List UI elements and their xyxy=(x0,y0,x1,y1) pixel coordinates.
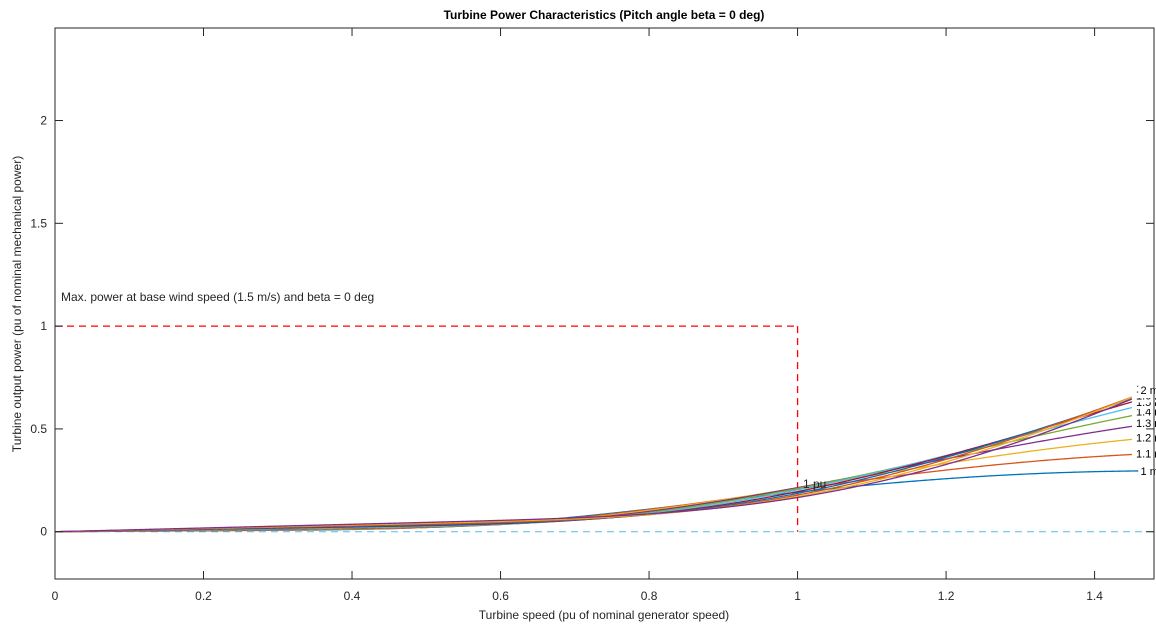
x-tick-label: 0 xyxy=(52,589,59,603)
curve-label-bg xyxy=(1131,447,1156,461)
max-power-annotation: Max. power at base wind speed (1.5 m/s) … xyxy=(61,290,374,304)
y-tick-label: 2 xyxy=(40,114,47,128)
axes-box xyxy=(54,27,1155,580)
y-tick-label: 1.5 xyxy=(30,216,47,230)
plot-area xyxy=(55,28,1154,579)
curve-label: 1.4 m/s xyxy=(1136,406,1156,418)
x-tick-label: 0.2 xyxy=(195,589,212,603)
x-tick-label: 0.4 xyxy=(344,589,361,603)
one-pu-annotation: 1 pu xyxy=(803,477,826,491)
curve-label: 1.3 m/s xyxy=(1136,418,1156,430)
power-curves xyxy=(55,388,1155,533)
curve-label-bg xyxy=(1131,417,1156,431)
chart-title: Turbine Power Characteristics (Pitch ang… xyxy=(444,8,765,22)
curve-labels: 1 m/s1.1 m/s1.2 m/s1.3 m/s1.4 m/s1.5 m/s… xyxy=(1131,382,1156,478)
annotations: Max. power at base wind speed (1.5 m/s) … xyxy=(61,290,826,491)
y-axis-ticks: 0 0.5 1 1.5 2 xyxy=(30,114,1154,539)
curve-label-bg xyxy=(1138,383,1156,397)
x-axis-label: Turbine speed (pu of nominal generator s… xyxy=(479,608,729,622)
curve-label: 1.1 m/s xyxy=(1136,448,1156,460)
x-tick-label: 1 xyxy=(794,589,801,603)
y-tick-label: 0 xyxy=(40,525,47,539)
y-tick-label: 0.5 xyxy=(30,422,47,436)
power-curve xyxy=(55,389,1155,533)
curve-label-bg xyxy=(1131,431,1156,445)
x-axis-ticks: 0 0.2 0.4 0.6 0.8 1 1.2 1.4 xyxy=(52,28,1103,603)
curve-label-bg xyxy=(1138,464,1156,478)
curve-label: 1 m/s xyxy=(1141,466,1156,478)
y-tick-label: 1 xyxy=(40,319,47,333)
curve-label: 2 m/s xyxy=(1141,385,1156,397)
x-tick-label: 0.6 xyxy=(492,589,509,603)
y-axis-label: Turbine output power (pu of nominal mech… xyxy=(10,156,24,452)
x-tick-label: 1.4 xyxy=(1086,589,1103,603)
x-tick-label: 1.2 xyxy=(938,589,955,603)
x-tick-label: 0.8 xyxy=(641,589,658,603)
curve-label: 1.2 m/s xyxy=(1136,432,1156,444)
